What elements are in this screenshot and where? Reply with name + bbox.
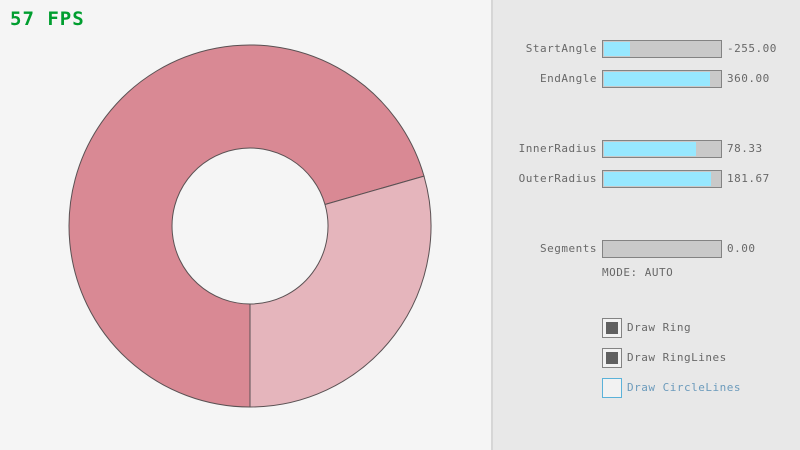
draw-ringlines-label: Draw RingLines bbox=[627, 351, 727, 364]
start-angle-label: StartAngle bbox=[525, 42, 597, 55]
end-angle-value: 360.00 bbox=[727, 72, 770, 85]
start-angle-slider-fill bbox=[604, 42, 630, 56]
outer-radius-slider-fill bbox=[604, 172, 712, 186]
ring-sector-light bbox=[249, 175, 432, 408]
segments-mode-text: MODE: AUTO bbox=[602, 266, 674, 279]
inner-radius-label: InnerRadius bbox=[518, 142, 597, 155]
draw-ring-row: Draw Ring bbox=[602, 318, 691, 338]
end-angle-slider[interactable] bbox=[602, 70, 722, 88]
end-angle-label: EndAngle bbox=[540, 72, 597, 85]
draw-ring-checkbox[interactable] bbox=[602, 318, 622, 338]
draw-ringlines-checkbox[interactable] bbox=[602, 348, 622, 368]
segments-slider[interactable] bbox=[602, 240, 722, 258]
inner-radius-slider-fill bbox=[604, 142, 697, 156]
draw-circlelines-row: Draw CircleLines bbox=[602, 378, 741, 398]
segments-value: 0.00 bbox=[727, 242, 756, 255]
draw-circlelines-label: Draw CircleLines bbox=[627, 381, 741, 394]
inner-radius-value: 78.33 bbox=[727, 142, 763, 155]
outer-radius-slider[interactable] bbox=[602, 170, 722, 188]
start-angle-slider[interactable] bbox=[602, 40, 722, 58]
draw-ring-label: Draw Ring bbox=[627, 321, 692, 334]
fps-counter: 57 FPS bbox=[10, 8, 85, 30]
end-angle-slider-fill bbox=[604, 72, 711, 86]
draw-ringlines-row: Draw RingLines bbox=[602, 348, 727, 368]
outer-radius-label: OuterRadius bbox=[518, 172, 597, 185]
start-angle-value: -255.00 bbox=[727, 42, 777, 55]
draw-circlelines-checkbox[interactable] bbox=[602, 378, 622, 398]
outer-radius-value: 181.67 bbox=[727, 172, 770, 185]
inner-radius-slider[interactable] bbox=[602, 140, 722, 158]
checkbox-checked-mark bbox=[606, 352, 618, 364]
ring-chart bbox=[68, 44, 432, 408]
control-panel: StartAngle -255.00 EndAngle 360.00 Inner… bbox=[491, 0, 800, 450]
ring-sector-dark bbox=[68, 44, 425, 408]
segments-label: Segments bbox=[540, 242, 597, 255]
checkbox-checked-mark bbox=[606, 322, 618, 334]
